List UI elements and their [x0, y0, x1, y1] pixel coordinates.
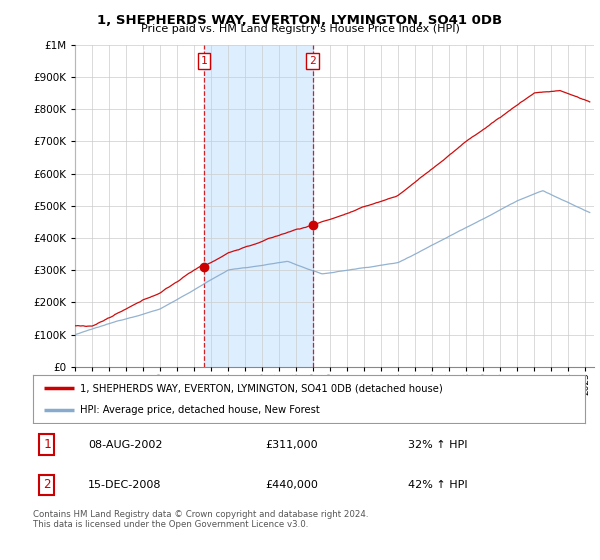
Text: 32% ↑ HPI: 32% ↑ HPI: [409, 440, 468, 450]
Text: 1, SHEPHERDS WAY, EVERTON, LYMINGTON, SO41 0DB: 1, SHEPHERDS WAY, EVERTON, LYMINGTON, SO…: [97, 14, 503, 27]
Bar: [204, 45, 313, 367]
Text: HPI: Average price, detached house, New Forest: HPI: Average price, detached house, New …: [80, 405, 320, 415]
Text: Price paid vs. HM Land Registry's House Price Index (HPI): Price paid vs. HM Land Registry's House …: [140, 24, 460, 34]
Text: 1: 1: [43, 438, 50, 451]
Text: 2: 2: [309, 56, 316, 66]
Text: £311,000: £311,000: [265, 440, 317, 450]
Text: £440,000: £440,000: [265, 480, 318, 490]
Text: 2: 2: [43, 478, 50, 492]
Text: Contains HM Land Registry data © Crown copyright and database right 2024.
This d: Contains HM Land Registry data © Crown c…: [33, 510, 368, 529]
Text: 42% ↑ HPI: 42% ↑ HPI: [409, 480, 468, 490]
Text: 1, SHEPHERDS WAY, EVERTON, LYMINGTON, SO41 0DB (detached house): 1, SHEPHERDS WAY, EVERTON, LYMINGTON, SO…: [80, 383, 443, 393]
Text: 08-AUG-2002: 08-AUG-2002: [88, 440, 163, 450]
Text: 15-DEC-2008: 15-DEC-2008: [88, 480, 162, 490]
Text: 1: 1: [200, 56, 208, 66]
